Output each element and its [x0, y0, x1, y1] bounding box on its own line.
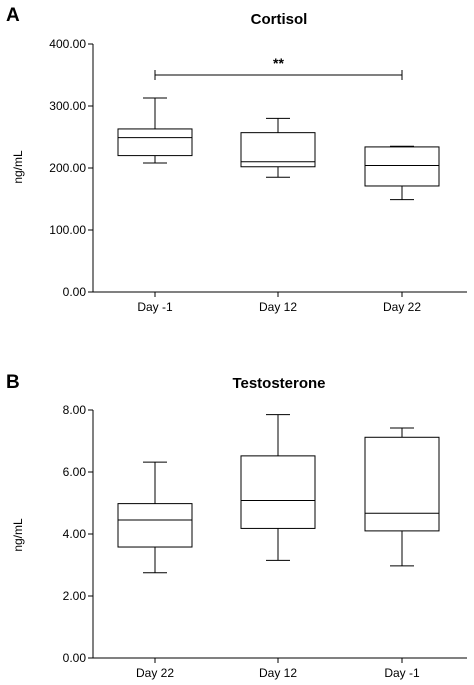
x-axis-testosterone: Day 22 Day 12 Day -1	[93, 657, 467, 680]
y-tick-label: 2.00	[63, 589, 87, 603]
boxplot-cortisol-3	[364, 145, 440, 201]
x-axis-cortisol: Day -1 Day 12 Day 22	[93, 291, 467, 314]
iqr-box	[364, 146, 440, 187]
boxplot-cortisol-2	[240, 117, 316, 178]
x-tick-label: Day -1	[384, 666, 420, 680]
boxplots-cortisol	[117, 97, 440, 201]
x-tick-label: Day 22	[136, 666, 174, 680]
y-tick-label: 200.00	[49, 161, 86, 175]
iqr-box	[240, 455, 316, 529]
y-tick-label: 400.00	[49, 37, 86, 51]
x-tick-label: Day 22	[383, 300, 421, 314]
boxplot-testosterone-1	[117, 461, 193, 574]
y-axis-testosterone: 0.00 2.00 4.00 6.00 8.00	[63, 403, 94, 665]
y-tick-label: 4.00	[63, 527, 87, 541]
y-axis-label-testosterone: ng/mL	[11, 518, 25, 552]
significance-annotations-cortisol: **	[154, 55, 403, 80]
panel-letter-b: B	[6, 372, 20, 393]
boxplot-testosterone-3	[364, 427, 440, 567]
iqr-box	[117, 128, 193, 157]
boxplot-cortisol-1	[117, 97, 193, 164]
boxplot-testosterone-2	[240, 414, 316, 561]
y-tick-label: 0.00	[63, 285, 87, 299]
panel-a-cortisol: A Cortisol ng/mL 0.00 100.00 200.00 300.00 4…	[6, 5, 467, 314]
y-axis-label-cortisol: ng/mL	[11, 150, 25, 184]
y-tick-label: 300.00	[49, 99, 86, 113]
x-tick-label: Day 12	[259, 666, 297, 680]
significance-label: **	[273, 55, 284, 71]
iqr-box	[364, 436, 440, 532]
panel-letter-a: A	[6, 5, 20, 26]
iqr-box	[240, 132, 316, 168]
iqr-box	[117, 503, 193, 548]
chart-title-testosterone: Testosterone	[232, 375, 325, 392]
panel-b-testosterone: B Testosterone ng/mL 0.00 2.00 4.00 6.00 8.0…	[6, 372, 467, 680]
y-tick-label: 100.00	[49, 223, 86, 237]
y-tick-label: 8.00	[63, 403, 87, 417]
x-tick-label: Day -1	[137, 300, 173, 314]
boxplots-testosterone	[117, 414, 440, 574]
x-tick-label: Day 12	[259, 300, 297, 314]
y-tick-label: 0.00	[63, 651, 87, 665]
y-tick-label: 6.00	[63, 465, 87, 479]
y-axis-cortisol: 0.00 100.00 200.00 300.00 400.00	[49, 37, 94, 299]
chart-title-cortisol: Cortisol	[251, 11, 308, 28]
